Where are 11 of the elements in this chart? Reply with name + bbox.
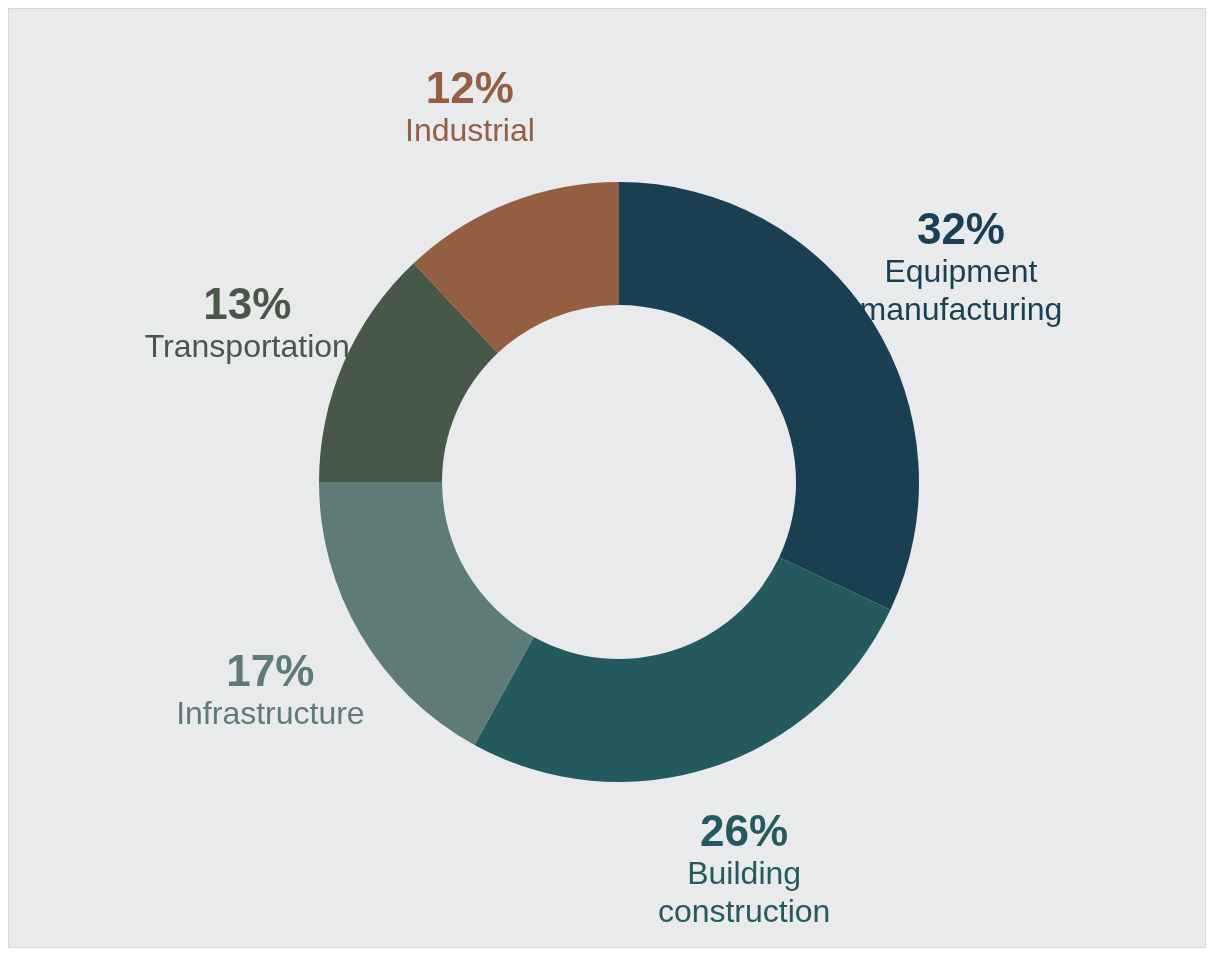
slice-label: Transportation bbox=[144, 328, 350, 365]
data-label: 26% bbox=[700, 806, 789, 856]
data-label: 32% bbox=[916, 203, 1005, 253]
donut-slice bbox=[474, 557, 891, 782]
slice-label: Building construction bbox=[657, 855, 831, 930]
data-label: 17% bbox=[226, 646, 315, 696]
donut-slice bbox=[413, 182, 619, 353]
data-label: 12% bbox=[425, 63, 514, 113]
data-label: 13% bbox=[203, 279, 292, 329]
slice-label: Infrastructure bbox=[176, 695, 365, 732]
slice-label: Industrial bbox=[404, 112, 535, 149]
